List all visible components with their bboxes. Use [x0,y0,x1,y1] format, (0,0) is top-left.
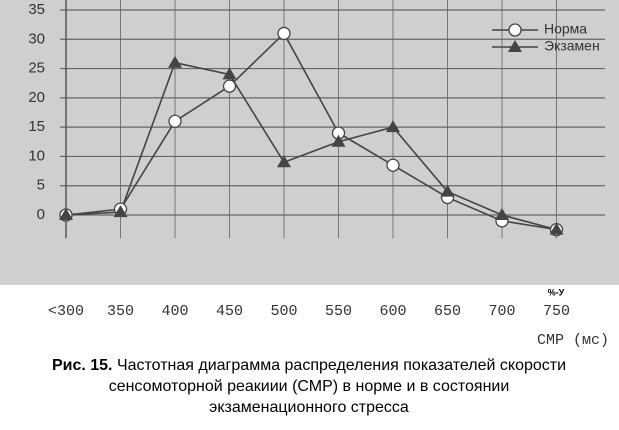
series-line [65,32,557,231]
point [168,114,182,128]
y-tick-label: 0 [37,206,45,223]
plot-background [0,0,619,285]
legend-marker [508,40,522,52]
x-tick-label: 650 [434,303,461,320]
point [386,158,400,172]
y-tick-label: 30 [28,30,45,47]
series-line [65,61,557,231]
point [168,55,182,68]
legend-marker [508,23,522,37]
y-tick-label: 15 [28,118,45,135]
legend-label: Норма [544,21,587,37]
point [277,155,291,168]
point [222,79,237,93]
point [331,134,346,147]
caption-line: сенсомоторной реакиии (СМР) в норме и в … [109,378,510,395]
caption-line: экзаменационного стресса [209,399,409,416]
y-tick-label: 25 [28,60,45,77]
point [222,67,237,80]
point [440,184,455,197]
point [113,205,128,218]
annotation: %-У [548,287,565,297]
caption-text: Частотная диаграмма распределения показа… [117,357,566,374]
x-tick-label: 550 [325,303,352,320]
y-tick-label: 20 [28,89,45,106]
point [495,208,509,220]
point [59,208,73,220]
point [386,120,400,133]
y-tick-label: 10 [28,147,45,164]
y-tick-label: 35 [28,1,45,18]
x-tick-label: 450 [216,303,243,320]
x-tick-label: 700 [488,303,515,320]
x-tick-label: 600 [379,303,406,320]
x-tick-label: 350 [107,303,134,320]
point [549,222,564,235]
x-axis-label: СМР (мс) [537,332,609,349]
point [277,26,291,41]
caption-line: Рис. 15. Частотная диаграмма распределен… [52,357,566,374]
x-tick-label: 500 [270,303,297,320]
x-tick-label: 750 [543,303,570,320]
y-tick-label: 5 [37,177,45,194]
legend-label: Экзамен [544,38,600,54]
x-tick-label: 400 [161,303,188,320]
x-tick-label: <300 [48,303,84,320]
figure-label: Рис. 15. [52,357,113,374]
